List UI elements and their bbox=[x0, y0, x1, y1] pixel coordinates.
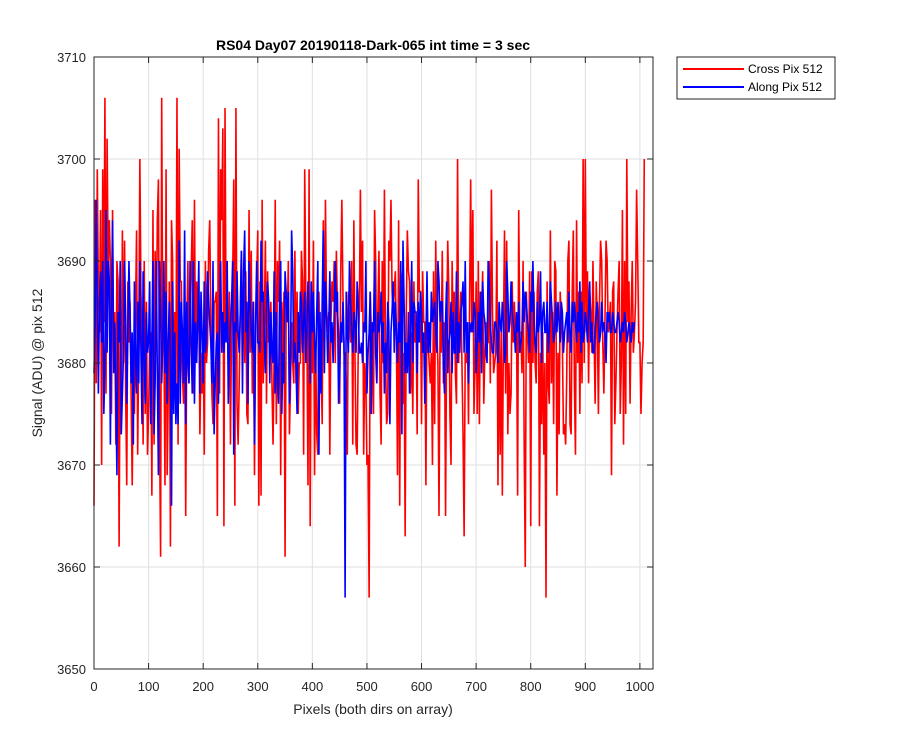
x-tick-label: 200 bbox=[192, 679, 214, 694]
legend-label-cross: Cross Pix 512 bbox=[748, 62, 823, 76]
x-tick-label: 100 bbox=[138, 679, 160, 694]
y-axis-title: Signal (ADU) @ pix 512 bbox=[29, 288, 45, 437]
y-tick-label: 3710 bbox=[57, 50, 86, 65]
x-tick-label: 900 bbox=[574, 679, 596, 694]
x-tick-label: 0 bbox=[90, 679, 97, 694]
x-tick-label: 500 bbox=[356, 679, 378, 694]
x-tick-label: 800 bbox=[520, 679, 542, 694]
ticks: 0 100 200 300 400 500 600 700 800 900 1000 3650 3660… bbox=[57, 50, 654, 694]
x-tick-label: 300 bbox=[247, 679, 269, 694]
series-layer bbox=[93, 97, 646, 598]
y-tick-label: 3650 bbox=[57, 662, 86, 677]
y-tick-label: 3660 bbox=[57, 560, 86, 575]
y-tick-label: 3680 bbox=[57, 356, 86, 371]
legend-box bbox=[676, 56, 836, 100]
y-tick-label: 3690 bbox=[57, 254, 86, 269]
x-axis-title: Pixels (both dirs on array) bbox=[293, 701, 453, 717]
x-tick-label: 400 bbox=[302, 679, 324, 694]
legend-label-along: Along Pix 512 bbox=[748, 80, 822, 94]
x-tick-label: 1000 bbox=[625, 679, 654, 694]
series-line-along-pix-512 bbox=[93, 199, 636, 598]
y-tick-label: 3670 bbox=[57, 458, 86, 473]
legend: Cross Pix 512 Along Pix 512 bbox=[676, 56, 836, 100]
x-tick-label: 600 bbox=[411, 679, 433, 694]
y-tick-label: 3700 bbox=[57, 152, 86, 167]
x-tick-label: 700 bbox=[465, 679, 487, 694]
chart-title: RS04 Day07 20190118-Dark-065 int time = … bbox=[216, 37, 530, 53]
